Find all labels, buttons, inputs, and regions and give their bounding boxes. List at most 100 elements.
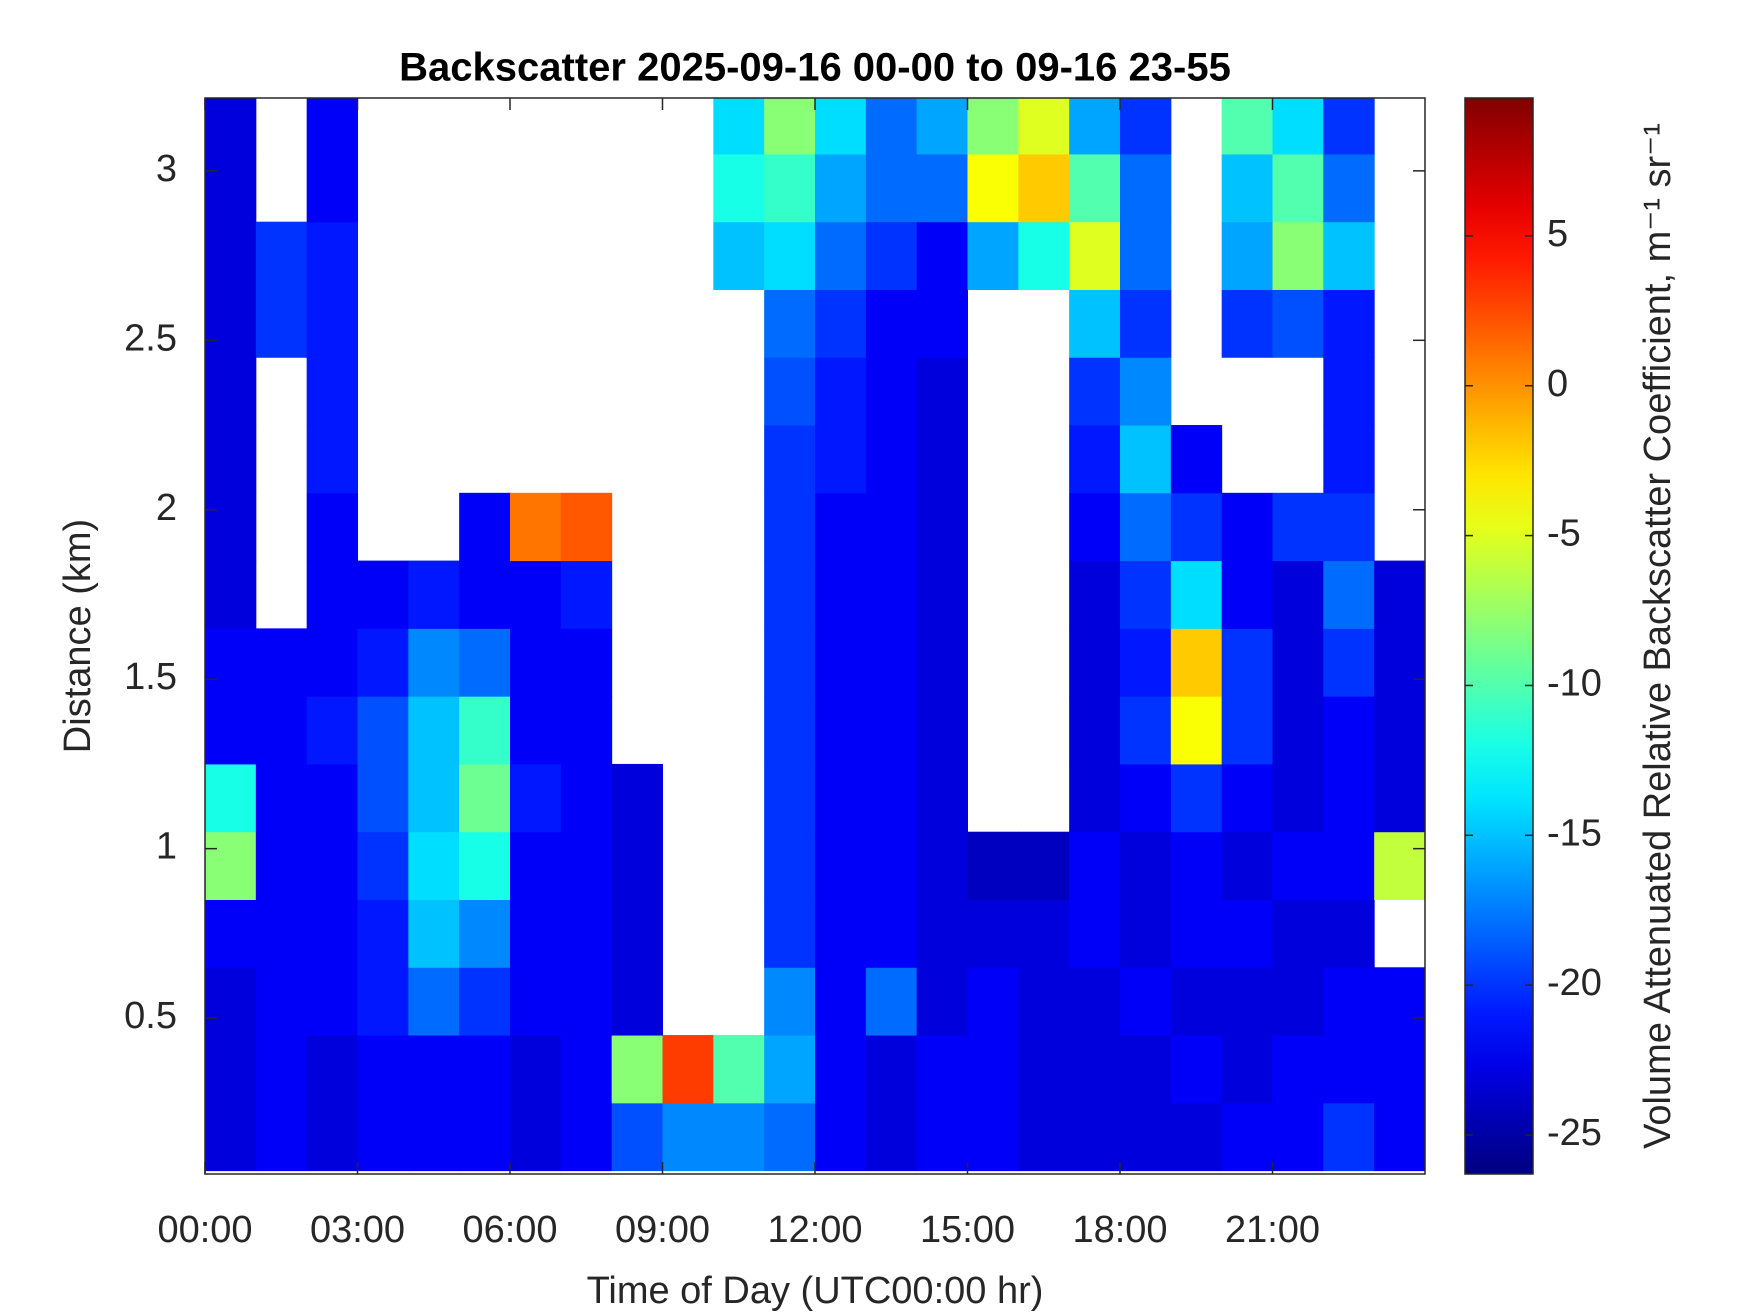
heatmap-cell <box>306 628 358 697</box>
heatmap-cell <box>459 628 511 697</box>
heatmap-cell <box>1120 357 1172 426</box>
heatmap-cell <box>1323 289 1375 358</box>
heatmap-cell <box>713 1102 765 1172</box>
heatmap-cell <box>1018 153 1070 223</box>
heatmap <box>205 98 1425 1172</box>
heatmap-cell <box>205 1102 257 1172</box>
heatmap-cell <box>1374 1102 1425 1172</box>
heatmap-cell <box>1374 967 1425 1036</box>
heatmap-cell <box>815 289 867 358</box>
heatmap-cell <box>205 357 257 426</box>
heatmap-cell <box>459 1035 511 1104</box>
heatmap-cell <box>815 98 867 155</box>
heatmap-cell <box>1069 1102 1121 1172</box>
heatmap-cell <box>865 425 918 494</box>
heatmap-cell <box>815 153 867 223</box>
heatmap-cell <box>865 696 918 765</box>
heatmap-cell <box>306 425 358 494</box>
y-tick-label: 2 <box>156 487 177 529</box>
heatmap-cell <box>1069 831 1121 900</box>
heatmap-cell <box>916 1102 968 1172</box>
heatmap-cell <box>306 289 358 358</box>
heatmap-cell <box>865 899 918 968</box>
heatmap-cell <box>611 763 663 833</box>
y-tick-label: 1 <box>156 826 177 868</box>
heatmap-cell <box>1018 899 1070 968</box>
heatmap-cell <box>865 967 918 1036</box>
heatmap-cell <box>408 899 460 968</box>
heatmap-cell <box>306 357 358 426</box>
heatmap-cell <box>459 1102 511 1172</box>
heatmap-cell <box>1120 1035 1172 1104</box>
heatmap-cell <box>764 763 816 833</box>
heatmap-cell <box>306 221 358 290</box>
heatmap-cell <box>459 763 511 833</box>
heatmap-cell <box>1323 221 1375 290</box>
heatmap-cell <box>1170 696 1223 765</box>
heatmap-cell <box>510 628 562 697</box>
heatmap-cell <box>510 831 562 900</box>
heatmap-cell <box>1018 1035 1070 1104</box>
heatmap-cell <box>764 967 816 1036</box>
heatmap-cell <box>357 967 409 1036</box>
y-axis-label: Distance (km) <box>57 519 99 753</box>
heatmap-cell <box>865 1102 918 1172</box>
heatmap-cell <box>815 899 867 968</box>
heatmap-cell <box>1069 357 1121 426</box>
heatmap-cell <box>1323 696 1375 765</box>
heatmap-cell <box>205 967 257 1036</box>
heatmap-cell <box>1120 1102 1172 1172</box>
heatmap-cell <box>306 763 358 833</box>
heatmap-cell <box>560 492 613 562</box>
heatmap-cell <box>1374 696 1425 765</box>
heatmap-cell <box>255 628 308 697</box>
heatmap-cell <box>1323 1102 1375 1172</box>
heatmap-cell <box>967 831 1019 900</box>
heatmap-cell <box>611 831 663 900</box>
heatmap-cell <box>815 425 867 494</box>
heatmap-cell <box>764 153 816 223</box>
heatmap-cell <box>205 492 257 562</box>
colorbar-tick-label: -20 <box>1547 962 1602 1004</box>
heatmap-cell <box>510 696 562 765</box>
heatmap-cell <box>865 831 918 900</box>
heatmap-cell <box>255 221 308 290</box>
heatmap-cell <box>916 628 968 697</box>
heatmap-cell <box>764 1035 816 1104</box>
heatmap-cell <box>306 98 358 155</box>
heatmap-cell <box>815 357 867 426</box>
heatmap-cell <box>865 628 918 697</box>
heatmap-cell <box>1272 492 1324 562</box>
heatmap-cell <box>1221 831 1273 900</box>
heatmap-cell <box>1323 492 1375 562</box>
heatmap-cell <box>764 628 816 697</box>
heatmap-cell <box>916 98 968 155</box>
heatmap-cell <box>967 899 1019 968</box>
heatmap-cell <box>205 899 257 968</box>
heatmap-cell <box>1069 1035 1121 1104</box>
heatmap-cell <box>815 763 867 833</box>
heatmap-cell <box>713 221 765 290</box>
heatmap-cell <box>1272 560 1324 629</box>
heatmap-cell <box>1272 98 1324 155</box>
heatmap-cell <box>865 98 918 155</box>
heatmap-cell <box>1120 153 1172 223</box>
heatmap-cell <box>459 831 511 900</box>
heatmap-cell <box>357 560 409 629</box>
heatmap-cell <box>1272 967 1324 1036</box>
heatmap-cell <box>815 560 867 629</box>
heatmap-cell <box>1221 899 1273 968</box>
heatmap-cell <box>1170 831 1223 900</box>
heatmap-cell <box>916 967 968 1036</box>
heatmap-cell <box>865 492 918 562</box>
heatmap-cell <box>1323 831 1375 900</box>
heatmap-cell <box>916 492 968 562</box>
heatmap-cell <box>510 967 562 1036</box>
heatmap-cell <box>1170 1102 1223 1172</box>
heatmap-cell <box>1069 696 1121 765</box>
heatmap-cell <box>916 153 968 223</box>
x-tick-label: 06:00 <box>462 1209 557 1251</box>
heatmap-cell <box>916 831 968 900</box>
heatmap-cell <box>408 628 460 697</box>
heatmap-cell <box>1120 425 1172 494</box>
